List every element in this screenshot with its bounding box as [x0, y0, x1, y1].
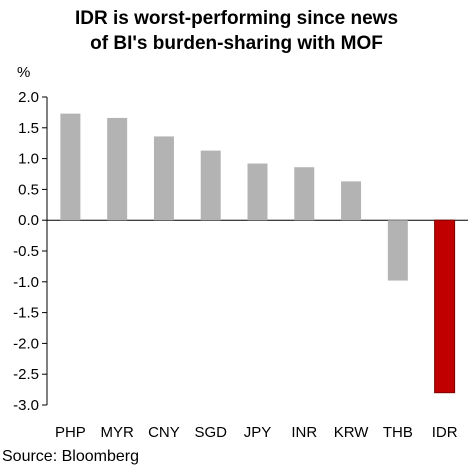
bars — [60, 113, 456, 394]
x-tick-label-krw: KRW — [334, 424, 370, 441]
y-tick-label: -2.0 — [13, 335, 39, 352]
x-tick-label-myr: MYR — [100, 424, 134, 441]
bar-thb — [387, 220, 408, 281]
chart-title-line-1: IDR is worst-performing since news — [74, 8, 399, 29]
x-tick-label-sgd: SGD — [194, 424, 227, 441]
y-tick-label: 1.0 — [18, 151, 39, 168]
y-tick-label: -1.5 — [13, 305, 39, 322]
bar-cny — [153, 136, 174, 221]
x-tick-label-jpy: JPY — [244, 424, 272, 441]
bar-inr — [294, 167, 315, 221]
x-axis-labels: PHP MYR CNY SGD JPY INR KRW THB IDR — [55, 424, 458, 441]
y-tick-label: -3.0 — [13, 397, 39, 414]
bar-myr — [107, 117, 128, 221]
y-tick-label: 1.5 — [18, 120, 39, 137]
x-tick-label-cny: CNY — [148, 424, 180, 441]
y-axis-unit-label: % — [17, 64, 31, 81]
chart-title-line-2: of BI's burden-sharing with MOF — [90, 33, 383, 54]
bar-jpy — [247, 163, 268, 221]
bar-sgd — [200, 150, 221, 221]
x-tick-label-inr: INR — [291, 424, 317, 441]
y-tick-label: -1.0 — [13, 274, 39, 291]
bar-krw — [341, 181, 362, 221]
x-tick-label-idr: IDR — [432, 424, 458, 441]
x-tick-label-php: PHP — [55, 424, 86, 441]
y-tick-label: 0.0 — [18, 212, 39, 229]
bar-idr — [434, 219, 456, 394]
y-tick-label: -2.5 — [13, 366, 39, 383]
y-axis: 2.0 1.5 1.0 0.5 0.0 -0.5 -1.0 -1.5 -2.0 -2.5 -3.0 — [13, 89, 468, 414]
source-note: Source: Bloomberg — [2, 448, 139, 465]
x-tick-label-thb: THB — [383, 424, 413, 441]
chart-title: IDR is worst-performing since news of BI… — [0, 6, 473, 56]
y-tick-label: 2.0 — [18, 89, 39, 106]
y-tick-label: 0.5 — [18, 181, 39, 198]
bar-php — [60, 113, 81, 221]
y-tick-label: -0.5 — [13, 243, 39, 260]
